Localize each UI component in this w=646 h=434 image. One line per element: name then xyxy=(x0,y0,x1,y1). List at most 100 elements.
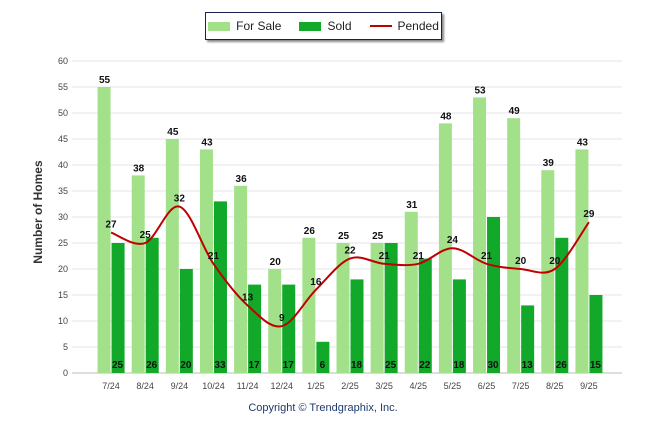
legend-label: Sold xyxy=(327,19,352,33)
copyright: Copyright © Trendgraphix, Inc. xyxy=(248,402,398,414)
data-label-pended: 13 xyxy=(242,292,254,303)
legend-swatch-pended xyxy=(369,25,392,27)
bar-for-sale xyxy=(507,118,521,373)
bar-sold xyxy=(384,243,398,373)
data-label-sold: 26 xyxy=(146,360,158,371)
data-label-pended: 27 xyxy=(106,220,118,231)
data-label-for-sale: 48 xyxy=(440,111,452,122)
bar-sold xyxy=(282,284,296,373)
data-label-for-sale: 36 xyxy=(236,174,248,185)
data-label-pended: 24 xyxy=(447,235,459,246)
data-label-sold: 26 xyxy=(556,360,568,371)
y-tick-label: 60 xyxy=(58,56,68,66)
bar-for-sale xyxy=(404,211,418,373)
data-label-pended: 25 xyxy=(140,230,152,241)
data-label-sold: 20 xyxy=(180,360,192,371)
data-label-pended: 21 xyxy=(413,251,425,262)
data-label-for-sale: 38 xyxy=(133,163,145,174)
data-label-pended: 22 xyxy=(344,246,356,257)
bar-sold xyxy=(145,237,159,373)
x-tick-label: 12/24 xyxy=(270,381,293,391)
data-label-pended: 21 xyxy=(379,251,391,262)
y-tick-label: 15 xyxy=(58,290,68,300)
y-tick-label: 30 xyxy=(58,212,68,222)
y-tick-label: 25 xyxy=(58,238,68,248)
bar-for-sale xyxy=(199,149,213,373)
data-label-for-sale: 25 xyxy=(372,231,384,242)
data-label-pended: 9 xyxy=(279,313,285,324)
data-label-for-sale: 45 xyxy=(167,127,179,138)
data-label-pended: 16 xyxy=(310,277,322,288)
legend-label: Pended xyxy=(397,19,439,33)
bar-for-sale xyxy=(473,97,487,374)
legend-swatch-for-sale xyxy=(208,21,231,31)
x-tick-label: 2/25 xyxy=(341,381,359,391)
y-tick-label: 0 xyxy=(63,368,68,378)
data-label-sold: 25 xyxy=(385,360,397,371)
data-label-for-sale: 25 xyxy=(338,231,350,242)
y-tick-label: 40 xyxy=(58,160,68,170)
data-label-pended: 21 xyxy=(481,251,493,262)
data-label-sold: 17 xyxy=(249,360,261,371)
x-tick-label: 9/24 xyxy=(171,381,189,391)
y-tick-label: 20 xyxy=(58,264,68,274)
data-label-pended: 29 xyxy=(583,209,595,220)
data-label-pended: 20 xyxy=(549,256,561,267)
data-label-sold: 30 xyxy=(487,360,499,371)
data-label-for-sale: 55 xyxy=(99,75,111,86)
data-label-for-sale: 39 xyxy=(543,158,555,169)
bar-for-sale xyxy=(370,243,384,373)
data-label-sold: 25 xyxy=(112,360,124,371)
legend-label: For Sale xyxy=(236,19,282,33)
bar-for-sale xyxy=(438,123,452,374)
bar-sold xyxy=(179,269,193,373)
x-tick-label: 7/24 xyxy=(102,381,120,391)
bar-for-sale xyxy=(336,243,350,373)
bar-for-sale xyxy=(575,149,589,373)
data-label-for-sale: 31 xyxy=(406,200,418,211)
x-tick-label: 4/25 xyxy=(410,381,428,391)
data-label-sold: 18 xyxy=(351,360,363,371)
bar-sold xyxy=(521,305,535,373)
legend-item-for-sale[interactable]: For Sale xyxy=(208,19,281,33)
bar-sold xyxy=(589,295,603,373)
data-label-sold: 22 xyxy=(419,360,431,371)
data-label-pended: 32 xyxy=(174,194,186,205)
line-pended xyxy=(110,205,590,328)
data-label-sold: 6 xyxy=(320,360,326,371)
data-label-sold: 18 xyxy=(453,360,465,371)
y-tick-label: 35 xyxy=(58,186,68,196)
y-tick-label: 50 xyxy=(58,108,68,118)
data-label-pended: 20 xyxy=(515,256,527,267)
bar-sold xyxy=(111,243,125,373)
bar-sold xyxy=(316,341,330,373)
y-tick-label: 10 xyxy=(58,316,68,326)
x-tick-label: 7/25 xyxy=(512,381,530,391)
bar-sold xyxy=(350,279,364,373)
data-label-sold: 15 xyxy=(590,360,602,371)
x-tick-label: 10/24 xyxy=(202,381,225,391)
bar-sold xyxy=(487,217,501,373)
data-label-pended: 21 xyxy=(208,251,220,262)
bar-sold xyxy=(213,201,227,373)
x-tick-label: 8/25 xyxy=(546,381,564,391)
bar-sold xyxy=(452,279,466,373)
x-tick-label: 11/24 xyxy=(237,381,259,391)
bar-for-sale xyxy=(234,185,248,373)
data-label-for-sale: 43 xyxy=(201,137,213,148)
data-label-for-sale: 49 xyxy=(509,106,521,117)
data-label-sold: 33 xyxy=(214,360,226,371)
bar-for-sale xyxy=(97,87,111,373)
y-tick-label: 5 xyxy=(63,342,68,352)
x-tick-label: 1/25 xyxy=(307,381,325,391)
x-tick-label: 9/25 xyxy=(580,381,598,391)
x-tick-label: 5/25 xyxy=(444,381,462,391)
legend: For Sale Sold Pended xyxy=(205,12,442,40)
legend-item-pended[interactable]: Pended xyxy=(369,19,439,33)
legend-item-sold[interactable]: Sold xyxy=(299,19,352,33)
data-label-for-sale: 26 xyxy=(304,226,316,237)
bar-sold xyxy=(555,237,569,373)
x-tick-label: 8/24 xyxy=(136,381,154,391)
